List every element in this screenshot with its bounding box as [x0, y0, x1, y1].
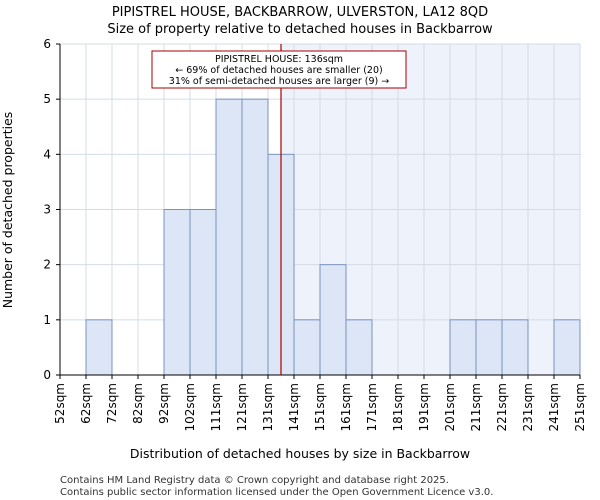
- bar-62sqm: [85, 319, 113, 376]
- x-tick-label: 251sqm: [573, 383, 587, 431]
- bar-211sqm: [475, 319, 503, 376]
- x-tick-label: 62sqm: [79, 383, 93, 424]
- x-tick-label: 111sqm: [209, 383, 223, 431]
- y-tick-label: 4: [43, 147, 51, 161]
- y-tick-label: 0: [43, 368, 51, 382]
- plot-area: 0 1 2 3 4 5 6 52sqm 62sqm 72sqm 82sqm 92sqm 102sqm 11…: [43, 37, 587, 431]
- x-tick-label: 191sqm: [417, 383, 431, 431]
- footer-line-2: Contains public sector information licen…: [60, 487, 493, 498]
- y-axis-label: Number of detached properties: [0, 112, 15, 309]
- bar-201sqm: [449, 319, 477, 376]
- x-tick-label: 171sqm: [365, 383, 379, 431]
- x-tick-label: 241sqm: [547, 383, 561, 431]
- x-tick-label: 231sqm: [521, 383, 535, 431]
- bar-221sqm: [501, 319, 529, 376]
- bar-241sqm: [553, 319, 581, 376]
- y-tick-label: 2: [43, 258, 51, 272]
- annotation-line-3: 31% of semi-detached houses are larger (…: [169, 76, 389, 87]
- x-tick-label: 221sqm: [495, 383, 509, 431]
- bar-141sqm: [293, 319, 321, 376]
- x-tick-label: 161sqm: [339, 383, 353, 431]
- y-tick-label: 5: [43, 92, 51, 106]
- x-tick-label: 211sqm: [469, 383, 483, 431]
- x-tick-label: 201sqm: [443, 383, 457, 431]
- x-tick-label: 92sqm: [157, 383, 171, 424]
- x-tick-label: 141sqm: [287, 383, 301, 431]
- x-tick-label: 181sqm: [391, 383, 405, 431]
- bar-121sqm: [241, 98, 269, 376]
- annotation-line-1: PIPISTREL HOUSE: 136sqm: [215, 54, 343, 65]
- x-tick-label: 151sqm: [313, 383, 327, 431]
- annotation-line-2: ← 69% of detached houses are smaller (20…: [175, 65, 382, 76]
- x-tick-label: 121sqm: [235, 383, 249, 431]
- x-axis-label: Distribution of detached houses by size …: [130, 446, 470, 461]
- footer-line-1: Contains HM Land Registry data © Crown c…: [60, 475, 449, 486]
- chart-subtitle: Size of property relative to detached ho…: [107, 22, 493, 37]
- bar-151sqm: [319, 264, 347, 376]
- x-tick-label: 52sqm: [53, 383, 67, 424]
- y-tick-label: 1: [43, 313, 51, 327]
- x-tick-label: 82sqm: [131, 383, 145, 424]
- chart-title: PIPISTREL HOUSE, BACKBARROW, ULVERSTON, …: [112, 5, 488, 20]
- bar-161sqm: [345, 319, 373, 376]
- y-tick-label: 3: [43, 203, 51, 217]
- x-tick-label: 102sqm: [183, 383, 197, 431]
- bar-92sqm: [163, 209, 191, 376]
- x-tick-label: 72sqm: [105, 383, 119, 424]
- bar-111sqm: [215, 98, 243, 376]
- x-tick-label: 131sqm: [261, 383, 275, 431]
- y-tick-label: 6: [43, 37, 51, 51]
- bar-102sqm: [189, 209, 217, 376]
- annotation-box: [151, 50, 407, 89]
